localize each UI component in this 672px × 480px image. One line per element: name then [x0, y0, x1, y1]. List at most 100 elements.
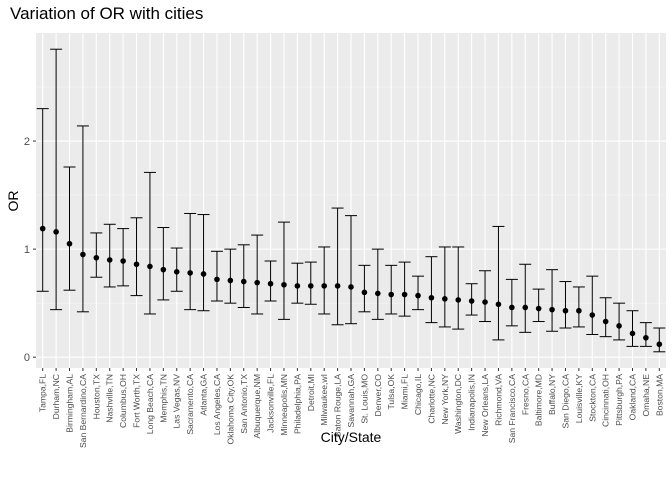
error-bar-24: [358, 264, 371, 313]
data-point: [173, 269, 180, 275]
error-bar-32: [465, 283, 478, 316]
x-tick-label: Jacksonville,FL: [266, 374, 276, 433]
data-point: [428, 294, 435, 301]
error-bar-17: [264, 260, 277, 302]
error-bar-15: [237, 244, 250, 308]
error-bar-14: [224, 248, 237, 304]
y-tick-label: 0: [24, 352, 30, 364]
data-point: [495, 301, 502, 308]
error-bar-45: [639, 322, 652, 347]
data-point: [334, 283, 341, 289]
x-tick-label: Denver,CO: [373, 374, 383, 417]
y-axis-title: OR: [5, 191, 21, 212]
x-tick-label: Baton Rouge,LA: [333, 374, 343, 437]
data-point: [66, 240, 73, 247]
data-point: [375, 290, 381, 297]
data-point: [576, 307, 582, 314]
data-point: [214, 276, 220, 283]
data-point: [656, 341, 663, 348]
error-bar-10: [170, 247, 183, 292]
data-point: [227, 277, 234, 284]
x-tick-label: Fort Worth,TX: [132, 374, 142, 428]
error-bar-46: [653, 327, 666, 353]
x-tick-label: Stockton,CA: [587, 374, 597, 422]
x-tick-label: Atlanta,GA: [199, 374, 209, 416]
x-axis-title: City/State: [321, 429, 382, 445]
x-tick-label: Philadelphia,PA: [292, 374, 302, 434]
data-point: [643, 334, 649, 341]
data-point: [187, 270, 193, 276]
x-tick-label: Memphis,TN: [158, 374, 168, 423]
x-tick-label: Minneapolis,MN: [279, 374, 289, 436]
data-point: [93, 254, 100, 261]
error-bar-25: [371, 248, 384, 320]
x-tick-label: Long Beach,CA: [145, 374, 155, 434]
data-point: [509, 304, 515, 311]
error-bar-40: [572, 286, 585, 328]
x-tick-label: San Bernardino,CA: [78, 374, 88, 448]
error-bar-26: [385, 264, 398, 315]
data-point: [361, 289, 368, 296]
x-tick-label: Chicago,IL: [413, 374, 423, 415]
x-tick-label: Birmingham,AL: [65, 374, 75, 433]
data-point: [160, 266, 167, 273]
error-bar-37: [532, 288, 545, 323]
x-tick-label: San Diego,CA: [560, 374, 570, 429]
error-bar-29: [425, 256, 438, 324]
data-point: [106, 257, 113, 263]
data-point: [200, 271, 207, 277]
data-point: [307, 283, 314, 289]
data-point: [549, 306, 555, 313]
x-tick-label: Tampa,FL: [38, 374, 48, 412]
x-tick-label: Albuquerque,NM: [252, 374, 262, 439]
data-point: [482, 299, 488, 305]
x-tick-label: San Antonio,TX: [239, 374, 249, 434]
error-bar-3: [76, 125, 89, 313]
x-tick-label: Oklahoma City,OK: [225, 374, 235, 445]
data-point: [468, 298, 475, 304]
data-point: [562, 307, 569, 314]
x-tick-label: Richmond,VA: [493, 374, 503, 426]
data-point: [53, 229, 59, 235]
x-tick-label: Detroit,MI: [306, 374, 316, 411]
x-tick-label: Buffalo,NY: [547, 374, 557, 415]
y-axis: 0 1 2: [24, 136, 36, 364]
x-tick-label: Miami,FL: [400, 374, 410, 410]
x-tick-label: New Orleans,LA: [480, 374, 490, 437]
error-bar-18: [277, 221, 290, 320]
data-point: [348, 284, 354, 290]
error-bar-30: [438, 246, 451, 328]
error-bar-33: [479, 270, 492, 323]
error-bar-28: [412, 275, 425, 311]
error-bar-12: [197, 214, 210, 312]
error-bar-22: [331, 207, 344, 326]
x-tick-label: Sacramento,CA: [185, 374, 195, 435]
error-bar-42: [599, 297, 612, 338]
data-point: [240, 278, 247, 285]
data-point: [455, 297, 462, 303]
y-tick-label: 2: [24, 136, 30, 148]
x-tick-label: San Francisco,CA: [507, 374, 517, 444]
data-point: [616, 323, 622, 329]
error-bar-4: [90, 232, 103, 278]
error-bar-7: [130, 217, 143, 297]
data-point: [133, 261, 140, 268]
data-point: [629, 330, 636, 337]
x-tick-label: St. Louis,MO: [359, 374, 369, 424]
x-tick-label: Milwaukee,wI: [319, 374, 329, 426]
error-bar-27: [398, 261, 411, 317]
x-tick-label: Omaha,NE: [641, 374, 651, 417]
data-point: [589, 312, 596, 318]
data-point: [80, 251, 86, 258]
error-bar-19: [291, 262, 304, 304]
x-tick-label: Columbus,OH: [118, 374, 128, 428]
x-tick-label: Houston,TX: [91, 374, 101, 420]
data-point: [281, 281, 287, 288]
error-bar-5: [103, 223, 116, 288]
error-bar-20: [304, 261, 317, 305]
data-point: [535, 305, 542, 312]
x-tick-label: Cincinnati,OH: [601, 374, 611, 427]
data-point: [147, 263, 153, 270]
error-bar-31: [452, 246, 465, 330]
